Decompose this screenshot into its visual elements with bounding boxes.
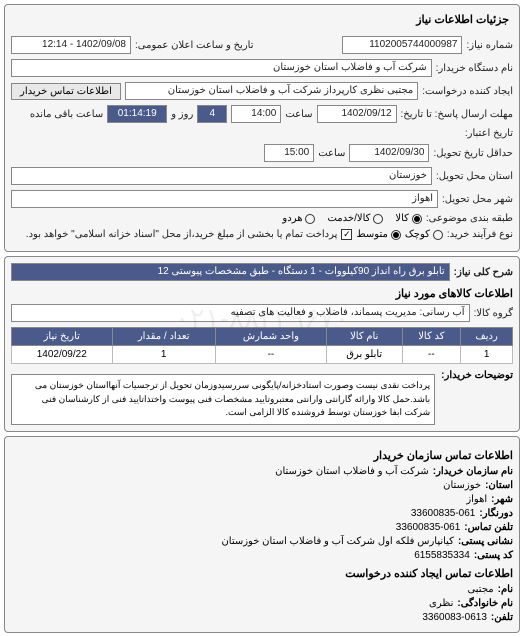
province-field: خوزستان: [11, 167, 432, 185]
deadline-label: مهلت ارسال پاسخ: تا تاریخ:: [401, 109, 513, 120]
name-label: نام:: [498, 584, 513, 595]
pkg-label: طبقه بندی موضوعی:: [426, 213, 513, 224]
goods-title: اطلاعات کالاهای مورد نیاز: [11, 287, 513, 300]
announce-label: تاریخ و ساعت اعلان عمومی:: [135, 40, 254, 51]
request-no-label: شماره نیاز:: [466, 40, 513, 51]
delivery-date-label: حداقل تاریخ تحویل:: [433, 148, 513, 159]
th-date: تاریخ نیاز: [12, 328, 113, 346]
org-value: شرکت آب و فاضلاب استان خوزستان: [275, 466, 429, 477]
deadline-time-field: 14:00: [231, 105, 281, 123]
name-value: مجتبی: [467, 584, 493, 595]
radio-dot-icon: [305, 214, 315, 224]
radio-dot-icon: [391, 230, 401, 240]
city-label: شهر محل تحویل:: [442, 194, 513, 205]
org-label: نام سازمان خریدار:: [433, 466, 513, 477]
radio-kala-label: کالا: [395, 213, 409, 224]
days-remain-field: 4: [197, 105, 227, 123]
th-unit: واحد شمارش: [215, 328, 326, 346]
radio-both-label: هردو: [282, 213, 302, 224]
creator-field: مجتبی نظری کارپرداز شرکت آب و فاضلاب است…: [125, 82, 418, 100]
radio-kala[interactable]: کالا: [395, 213, 422, 224]
city-field: اهواز: [11, 190, 438, 208]
check-small-label: کوچک: [405, 229, 430, 240]
th-code: کد کالا: [402, 328, 461, 346]
radio-khadamat[interactable]: کالا/خدمت: [327, 213, 383, 224]
validity-label: تاریخ اعتبار:: [465, 128, 513, 139]
delivery-date-field: 1402/09/30: [349, 144, 429, 162]
radio-dot-icon: [373, 214, 383, 224]
radio-dot-icon: [412, 214, 422, 224]
condition-label: نوع فرآیند خرید:: [447, 229, 513, 240]
lname-label: نام خانوادگی:: [457, 598, 513, 609]
deadline-date-field: 1402/09/12: [317, 105, 397, 123]
time-remain-field: 01:14:19: [107, 105, 167, 123]
radio-khadamat-label: کالا/خدمت: [327, 213, 370, 224]
phone-value: 3360083-0613: [422, 612, 487, 623]
fax-label: دورنگار:: [479, 508, 513, 519]
th-row: ردیف: [461, 328, 513, 346]
province-label: استان محل تحویل:: [436, 171, 513, 182]
description-panel: شرح کلی نیاز: تابلو برق راه انداز 90کیلو…: [4, 256, 520, 432]
zip-value: 6155835334: [414, 550, 470, 561]
panel-title: جزئیات اطلاعات نیاز: [11, 11, 513, 28]
remain-label: ساعت باقی مانده: [30, 109, 103, 120]
pkg-radio-group: کالا کالا/خدمت هردو: [282, 213, 422, 224]
cell-qty: 1: [112, 346, 215, 364]
time-label-2: ساعت: [318, 148, 345, 159]
group-field: آب رسانی: مدیریت پسماند، فاضلاب و فعالیت…: [11, 304, 470, 322]
city2-label: شهر:: [491, 494, 513, 505]
contact-buyer-button[interactable]: اطلاعات تماس خریدار: [11, 83, 121, 100]
contact-panel: اطلاعات تماس سازمان خریدار نام سازمان خر…: [4, 436, 520, 633]
cell-row: 1: [461, 346, 513, 364]
cell-date: 1402/09/22: [12, 346, 113, 364]
prov-label: استان:: [485, 480, 513, 491]
cell-unit: --: [215, 346, 326, 364]
cell-code: --: [402, 346, 461, 364]
announce-field: 1402/09/08 - 12:14: [11, 36, 131, 54]
goods-table: ردیف کد کالا نام کالا واحد شمارش تعداد /…: [11, 327, 513, 364]
buyer-field: شرکت آب و فاضلاب استان خوزستان: [11, 59, 432, 77]
desc-title-label: شرح کلی نیاز:: [454, 267, 513, 278]
creator-label: ایجاد کننده درخواست:: [422, 86, 513, 97]
city2-value: اهواز: [466, 494, 487, 505]
group-label: گروه کالا:: [474, 308, 513, 319]
notes-text: پرداخت نقدی نیست وصورت استادخزانه/پایگون…: [11, 374, 435, 425]
time-label-1: ساعت: [285, 109, 312, 120]
th-name: نام کالا: [326, 328, 402, 346]
req-contact-title: اطلاعات تماس ایجاد کننده درخواست: [11, 567, 513, 580]
tel-label: تلفن تماس:: [464, 522, 513, 533]
buyer-label: نام دستگاه خریدار:: [436, 63, 513, 74]
post-label: نشانی پستی:: [458, 536, 513, 547]
tel-value: 33600835-061: [396, 522, 461, 533]
fax-value: 33600835-061: [411, 508, 476, 519]
need-details-panel: جزئیات اطلاعات نیاز شماره نیاز: 11020057…: [4, 4, 520, 252]
cell-name: تابلو برق: [326, 346, 402, 364]
phone-label: تلفن:: [491, 612, 513, 623]
th-qty: تعداد / مقدار: [112, 328, 215, 346]
delivery-time-field: 15:00: [264, 144, 314, 162]
desc-title-field: تابلو برق راه انداز 90کیلووات - 1 دستگاه…: [11, 263, 450, 281]
pay-checkbox[interactable]: [341, 229, 352, 240]
days-label: روز و: [171, 109, 193, 120]
table-row: 1 -- تابلو برق -- 1 1402/09/22: [12, 346, 513, 364]
check-med-label: متوسط: [356, 229, 387, 240]
pay-note: پرداخت تمام یا بخشی از مبلغ خرید،از محل …: [26, 229, 338, 240]
request-no-field: 1102005744000987: [342, 36, 462, 54]
prov-value: خوزستان: [443, 480, 481, 491]
post-value: کیانپارس فلکه اول شرکت آب و فاضلاب استان…: [221, 536, 454, 547]
radio-dot-icon: [433, 230, 443, 240]
lname-value: نظری: [429, 598, 453, 609]
zip-label: کد پستی:: [474, 550, 513, 561]
check-med[interactable]: متوسط: [356, 229, 400, 240]
contact-title: اطلاعات تماس سازمان خریدار: [11, 449, 513, 462]
radio-both[interactable]: هردو: [282, 213, 315, 224]
check-small[interactable]: کوچک: [405, 229, 443, 240]
notes-label: توضیحات خریدار:: [441, 370, 513, 381]
